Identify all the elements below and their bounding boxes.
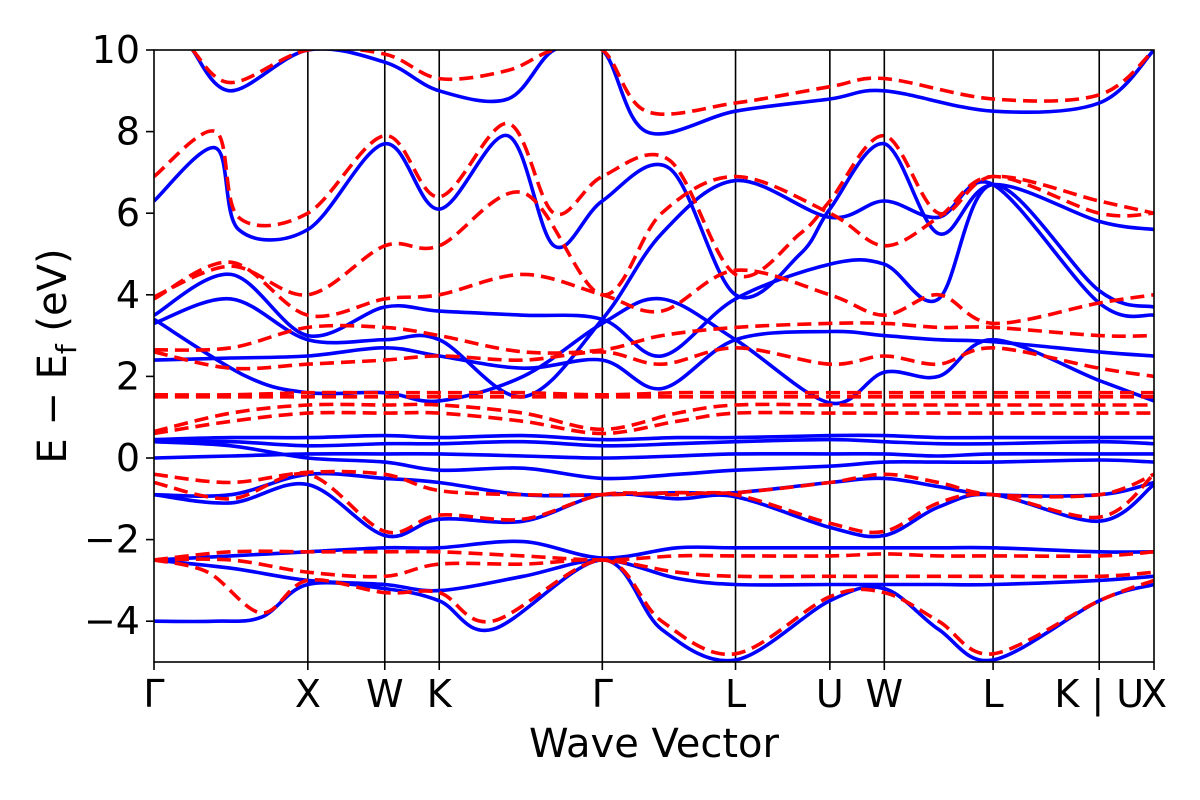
band-line <box>154 558 1154 593</box>
band-line <box>154 133 1154 300</box>
x-tick-label: L <box>982 672 1003 716</box>
band-line <box>154 549 1154 562</box>
band-line <box>154 260 1154 326</box>
y-axis-label-unit: (eV) <box>30 248 76 344</box>
band-line <box>154 451 1154 460</box>
band-line <box>154 558 1154 657</box>
y-tick-label: 6 <box>116 191 140 235</box>
dashed-series <box>154 50 1154 657</box>
x-tick-label: X <box>1141 672 1167 716</box>
band-line <box>154 410 1154 436</box>
x-tick-label: X <box>295 672 321 716</box>
band-line <box>154 178 1154 399</box>
band-line <box>154 471 1154 535</box>
band-line <box>154 433 1154 442</box>
band-line <box>154 439 1154 481</box>
band-line <box>154 182 1154 358</box>
x-tick-label: K <box>427 672 453 716</box>
x-tick-label: W <box>366 672 404 716</box>
plot-frame <box>153 49 1155 663</box>
y-tick-label: 10 <box>92 28 140 72</box>
x-tick-label: W <box>866 672 904 716</box>
band-line <box>154 469 1154 499</box>
band-line <box>154 321 1154 355</box>
x-tick-label: Γ <box>592 672 613 716</box>
band-line <box>154 329 1154 391</box>
y-tick-label: −2 <box>84 518 140 562</box>
x-tick-label: Γ <box>143 672 164 716</box>
band-line <box>154 437 1154 448</box>
x-tick-label: L <box>725 672 746 716</box>
band-line <box>154 557 1154 579</box>
band-line <box>154 345 1154 379</box>
x-axis-label: Wave Vector <box>529 721 780 767</box>
y-tick-label: 2 <box>116 354 140 398</box>
solid-series <box>154 50 1154 662</box>
y-axis-label: E − Ef (eV) <box>30 248 83 463</box>
y-tick-label: 4 <box>116 273 140 317</box>
y-axis-label-sub: f <box>50 343 83 354</box>
band-line <box>191 50 1154 136</box>
y-tick-label: 8 <box>116 110 140 154</box>
band-line <box>154 390 1154 397</box>
bands <box>154 50 1154 662</box>
x-tick-label: U <box>816 672 844 716</box>
y-tick-label: −4 <box>84 599 140 643</box>
band-line <box>154 174 1154 299</box>
band-line <box>154 402 1154 434</box>
band-line <box>154 296 1154 406</box>
x-tick-label: K | U <box>1054 672 1144 717</box>
y-axis-ticks: −4 −2 0 2 4 6 8 10 <box>84 28 154 643</box>
band-line <box>154 121 1154 279</box>
y-tick-label: 0 <box>116 436 140 480</box>
y-axis-label-main: E − E <box>30 354 76 464</box>
band-line <box>154 558 1154 662</box>
band-line <box>191 50 1154 116</box>
